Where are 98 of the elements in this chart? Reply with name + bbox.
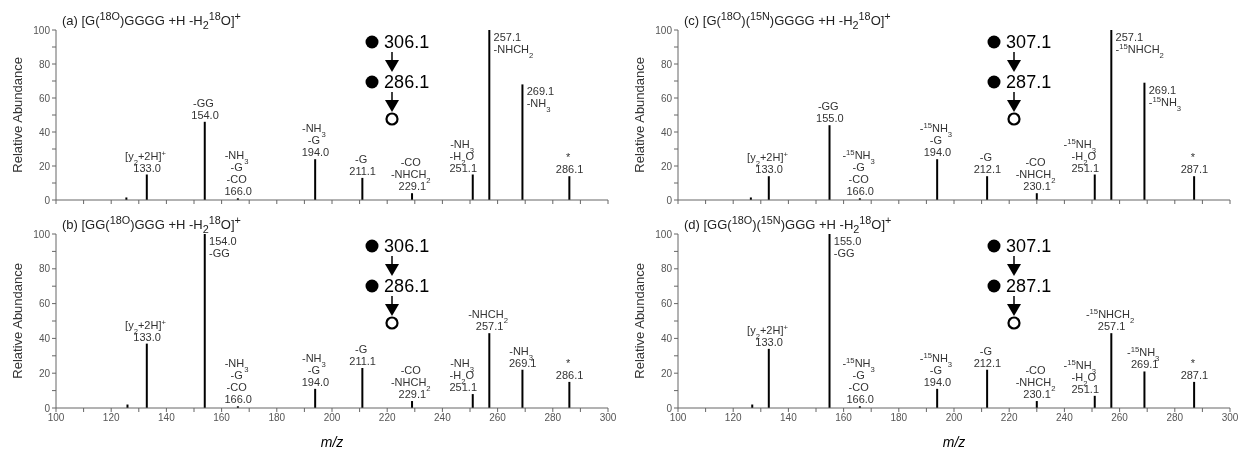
x-tick-label: 220: [1000, 412, 1018, 424]
y-tick-label: 60: [38, 298, 51, 310]
x-tick-label: 240: [434, 412, 452, 424]
x-tick-label: 240: [1056, 412, 1074, 424]
annotation: 306.1: [384, 32, 430, 52]
annotation: -$^{15}$NH$_{3}$ -G 194.0: [919, 350, 953, 388]
x-tick-label: 120: [102, 412, 120, 424]
y-tick-label: 100: [33, 24, 51, 36]
y-axis-title: Relative Abundance: [631, 57, 647, 173]
chart-title: (d) [GG($^{18O}$)($^{15N}$)GGG +H -H$_{2}$$^{18}$O]$^{+}$: [684, 214, 892, 235]
annotation: -$^{15}$NH$_{3}$ -G -CO 166.0: [842, 147, 875, 198]
x-tick-label: 140: [158, 412, 176, 424]
chart-title: (b) [GG($^{18O}$)GGG +H -H$_{2}$$^{18}$O]$^{+}$: [62, 214, 241, 235]
y-tick-label: 100: [33, 228, 51, 240]
annotation: -NH$_{3}$ -G 194.0: [301, 122, 330, 159]
y-tick-label: 80: [660, 58, 673, 70]
annotation: -NH$_{3}$ -H$_{2}$O 251.1: [449, 137, 478, 174]
y-tick-label: 0: [666, 402, 673, 414]
annotation: -$^{15}$NHCH$_{2}$ 257.1: [1085, 306, 1135, 333]
y-tick-label: 80: [38, 58, 51, 70]
y-tick-label: 40: [38, 332, 51, 344]
annotation: -G 211.1: [349, 342, 376, 367]
y-tick-label: 20: [38, 160, 51, 172]
y-tick-label: 80: [660, 263, 673, 275]
x-tick-label: 280: [544, 412, 562, 424]
y-tick-label: 20: [38, 367, 51, 379]
x-tick-label: 160: [213, 412, 231, 424]
x-tick-label: 200: [323, 412, 341, 424]
annotation: 307.1: [1006, 32, 1052, 52]
x-axis-title: m/z: [319, 434, 345, 450]
annotation: 269.1 -$^{15}$NH$_{3}$: [1148, 83, 1182, 113]
annotation: 286.1: [384, 276, 430, 296]
annotation: 286.1: [384, 72, 430, 92]
annotation: 257.1 -NHCH$_{2}$: [493, 31, 534, 60]
annotation: -$^{15}$NH$_{3}$ -G 194.0: [919, 120, 953, 159]
y-axis-title: Relative Abundance: [9, 57, 25, 173]
annotation: * 286.1: [555, 151, 584, 176]
annotation: -G 212.1: [973, 344, 1002, 369]
y-tick-label: 60: [660, 298, 673, 310]
y-tick-label: 100: [655, 24, 673, 36]
y-tick-label: 80: [38, 263, 51, 275]
annotation: 269.1 -NH$_{3}$: [526, 85, 555, 114]
x-tick-label: 180: [268, 412, 286, 424]
x-tick-label: 120: [724, 412, 742, 424]
annotation: -G 211.1: [349, 152, 376, 177]
y-tick-label: 100: [655, 228, 673, 240]
annotation: 287.1: [1006, 276, 1052, 296]
y-tick-label: 20: [660, 160, 673, 172]
y-tick-label: 0: [44, 402, 51, 414]
y-tick-label: 60: [660, 92, 673, 104]
annotation: 307.1: [1006, 236, 1052, 256]
x-tick-label: 220: [378, 412, 396, 424]
annotation: -NH$_{3}$ -G -CO 166.0: [224, 357, 252, 406]
y-tick-label: 40: [660, 332, 673, 344]
annotation: -NH$_{3}$ -G -CO 166.0: [224, 149, 252, 198]
annotation: 306.1: [384, 236, 430, 256]
chart-title: (c) [G($^{18O}$)($^{15N}$)GGGG +H -H$_{2}$$^{18}$O]$^{+}$: [684, 10, 891, 31]
x-tick-label: 280: [1166, 412, 1184, 424]
x-tick-label: 300: [599, 412, 617, 424]
y-tick-label: 0: [44, 194, 51, 206]
x-tick-label: 300: [1221, 412, 1239, 424]
x-tick-label: 200: [945, 412, 963, 424]
annotation: -G 212.1: [973, 151, 1002, 176]
y-axis-title: Relative Abundance: [9, 263, 25, 379]
chart-title: (a) [G($^{18O}$)GGGG +H -H$_{2}$$^{18}$O]$^{+}$: [62, 10, 241, 31]
annotation: -GG 155.0: [816, 100, 844, 125]
annotation: -NH$_{3}$ -H$_{2}$O 251.1: [449, 357, 478, 394]
x-tick-label: 180: [890, 412, 908, 424]
y-tick-label: 40: [660, 126, 673, 138]
y-tick-label: 20: [660, 367, 673, 379]
annotation: -$^{15}$NH$_{3}$ -G -CO 166.0: [842, 355, 875, 406]
x-tick-label: 140: [780, 412, 798, 424]
annotation: -CO -NHCH$_{2}$ 230.1: [1015, 156, 1056, 193]
y-tick-label: 0: [666, 194, 673, 206]
annotation: 155.0 -GG: [833, 235, 862, 259]
y-axis-title: Relative Abundance: [631, 263, 647, 379]
annotation: -$^{15}$NH$_{3}$ -H$_{2}$O 251.1: [1063, 357, 1100, 395]
annotation: 257.1 -$^{15}$NHCH$_{2}$: [1115, 31, 1164, 60]
annotation: * 286.1: [555, 356, 584, 381]
annotation: -NHCH$_{2}$ 257.1: [468, 308, 508, 333]
annotation: -$^{15}$NH$_{3}$ 269.1: [1126, 344, 1160, 371]
x-tick-label: 260: [1111, 412, 1129, 424]
annotation: * 287.1: [1180, 151, 1209, 176]
x-tick-label: 260: [489, 412, 507, 424]
y-tick-label: 60: [38, 92, 51, 104]
y-tick-label: 40: [38, 126, 51, 138]
annotation: -CO -NHCH$_{2}$ 230.1: [1015, 364, 1056, 401]
x-axis-title: m/z: [941, 434, 967, 450]
annotation: 154.0 -GG: [209, 235, 237, 259]
annotation: -NH$_{3}$ -G 194.0: [301, 351, 330, 388]
annotation: -GG 154.0: [191, 96, 219, 121]
annotation: -CO -NHCH$_{2}$ 229.1: [390, 156, 431, 193]
x-tick-label: 160: [835, 412, 853, 424]
annotation: -$^{15}$NH$_{3}$ -H$_{2}$O 251.1: [1063, 136, 1100, 174]
annotation: * 287.1: [1180, 356, 1209, 381]
annotation: -CO -NHCH$_{2}$ 229.1: [390, 364, 431, 401]
annotation: -NH$_{3}$ 269.1: [508, 344, 537, 369]
annotation: 287.1: [1006, 72, 1052, 92]
